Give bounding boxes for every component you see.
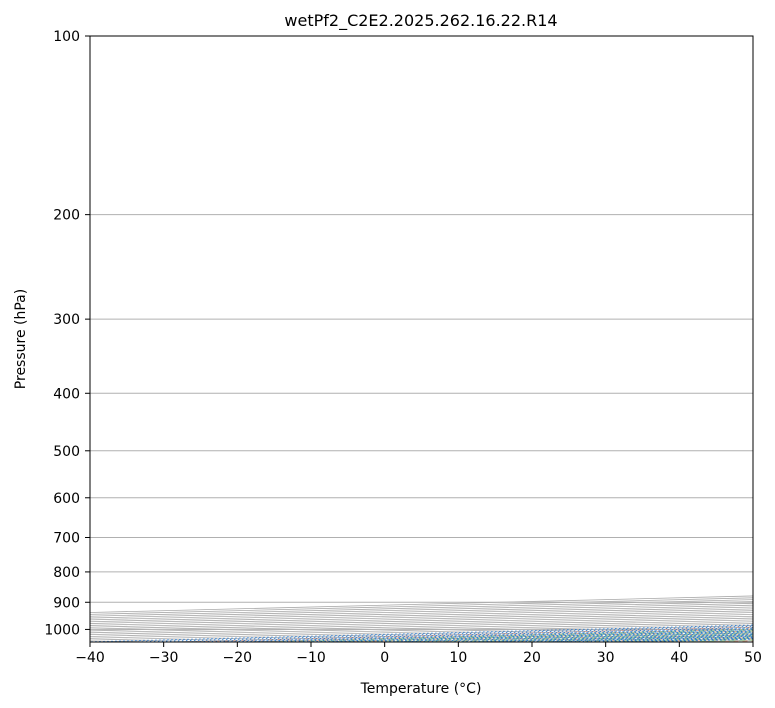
y-tick-label: 600 bbox=[53, 491, 80, 507]
x-axis-label: Temperature (°C) bbox=[360, 681, 482, 697]
plot-frame bbox=[89, 35, 754, 643]
y-axis-label: Pressure (hPa) bbox=[13, 289, 29, 389]
x-tick-label: 30 bbox=[597, 650, 615, 666]
y-tick-label: 800 bbox=[53, 565, 80, 581]
x-tick-label: 20 bbox=[523, 650, 541, 666]
y-tick-label: 500 bbox=[53, 444, 80, 460]
x-tick-label: −40 bbox=[75, 650, 105, 666]
y-tick-label: 100 bbox=[53, 29, 80, 45]
x-tick-label: −20 bbox=[223, 650, 253, 666]
x-tick-label: −10 bbox=[296, 650, 326, 666]
y-tick-label: 300 bbox=[53, 312, 80, 328]
y-tick-label: 400 bbox=[53, 386, 80, 402]
plot-background bbox=[90, 36, 753, 642]
chart-title: wetPf2_C2E2.2025.262.16.22.R14 bbox=[284, 11, 557, 31]
axis-layer: −40 −30 −20 −10 0 10 20 30 40 50 100 200 300 400 500 60… bbox=[44, 29, 762, 666]
y-tick-label: 700 bbox=[53, 531, 80, 547]
y-tick-label: 200 bbox=[53, 208, 80, 224]
x-tick-label: 0 bbox=[380, 650, 389, 666]
y-tick-label: 1000 bbox=[44, 622, 80, 638]
y-tick-label: 900 bbox=[53, 595, 80, 611]
x-tick-label: 10 bbox=[449, 650, 467, 666]
x-tick-label: 50 bbox=[744, 650, 762, 666]
isotherm-line bbox=[752, 641, 753, 642]
x-tick-label: −30 bbox=[149, 650, 179, 666]
grid-layer bbox=[90, 36, 753, 642]
x-tick-label: 40 bbox=[670, 650, 688, 666]
